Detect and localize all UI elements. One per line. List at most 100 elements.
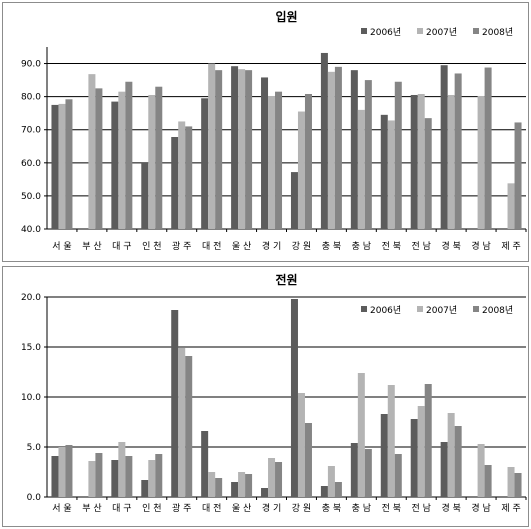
bar-충북-2007년: [327, 466, 335, 497]
bar-인천-2008년: [155, 86, 163, 229]
x-tick-label: 경 북: [441, 240, 460, 252]
x-tick-label: 울 산: [232, 503, 251, 514]
bar-부산-2007년: [88, 461, 96, 497]
x-tick-label: 인 천: [142, 241, 161, 252]
bar-부산-2008년: [95, 88, 103, 229]
bar-서울-2007년: [58, 447, 66, 497]
chart-panel-transfer: 전원 0.0 5.0 10.0 15.0 20.0 서 울 부 산 대 구 인 천 광 주 대 전 울 …: [2, 266, 529, 527]
x-tick-label: 대 구: [112, 503, 131, 514]
y-tick-label: 50.0: [21, 192, 41, 202]
y-tick-label: 60.0: [21, 159, 41, 169]
legend-label: 2008년: [482, 27, 513, 38]
bar-경북-2007년: [447, 413, 455, 497]
bar-경북-2008년: [454, 426, 462, 497]
y-tick-label: 90.0: [21, 60, 41, 70]
bar-대전-2008년: [215, 478, 223, 497]
bar-전북-2007년: [387, 120, 395, 229]
bar-전남-2006년: [410, 94, 418, 230]
bar-전남-2008년: [424, 118, 432, 229]
bar-대전-2006년: [201, 431, 209, 497]
x-tick-label: 충 북: [322, 503, 341, 514]
bar-광주-2008년: [185, 126, 193, 229]
bar-대구-2008년: [125, 456, 133, 497]
x-tick-label: 광 주: [172, 240, 191, 252]
x-tick-label: 제 주: [501, 503, 520, 514]
bar-대전-2007년: [208, 63, 216, 229]
bar-충남-2007년: [357, 373, 365, 497]
bar-강원-2007년: [297, 393, 305, 497]
bar-제주-2007년: [507, 467, 515, 497]
x-tick-label: 울 산: [232, 241, 251, 252]
bar-강원-2006년: [290, 299, 298, 497]
bar-광주-2006년: [171, 137, 179, 229]
bar-경북-2006년: [440, 65, 448, 229]
bar-광주-2007년: [178, 121, 186, 229]
x-tick-label: 대 구: [112, 241, 131, 252]
y-tick-label: 80.0: [21, 93, 41, 103]
bar-경기-2008년: [275, 462, 283, 497]
x-tick-label: 전 북: [382, 241, 401, 252]
bar-대구-2006년: [111, 460, 119, 497]
bar-강원-2006년: [290, 172, 298, 229]
bar-경남-2008년: [484, 67, 492, 230]
y-tick-label: 20.0: [21, 293, 41, 303]
bar-인천-2006년: [141, 162, 149, 229]
bar-전남-2007년: [417, 93, 425, 229]
bar-대전-2008년: [215, 70, 223, 229]
x-tick-label: 충 남: [352, 241, 371, 252]
chart-inpatient: 입원 40.0 50.0 60.0 70.0 80.0 90.0 서 울 부 산 대 구 인 천 광 …: [21, 10, 527, 252]
bar-서울-2007년: [58, 103, 66, 229]
bar-전북-2008년: [394, 81, 402, 229]
bar-충북-2006년: [320, 52, 328, 230]
bar-전북-2007년: [387, 385, 395, 497]
legend-swatch: [417, 28, 423, 34]
bar-인천-2007년: [148, 460, 156, 497]
x-tick-label: 서 울: [52, 241, 71, 252]
bar-서울-2006년: [51, 104, 59, 229]
y-tick-label: 0.0: [27, 493, 42, 503]
bar-충남-2006년: [350, 70, 358, 229]
chart-transfer: 전원 0.0 5.0 10.0 15.0 20.0 서 울 부 산 대 구 인 천 광 주 대 전 울 …: [21, 272, 527, 514]
bar-인천-2006년: [141, 480, 149, 497]
bar-대구-2008년: [125, 81, 133, 229]
bar-울산-2008년: [245, 70, 253, 229]
x-tick-label: 광 주: [172, 502, 191, 514]
y-tick-label: 15.0: [21, 343, 41, 353]
bar-대전-2007년: [208, 472, 216, 497]
bar-경기-2007년: [268, 95, 276, 229]
legend-swatch: [361, 306, 367, 312]
x-tick-label: 인 천: [142, 503, 161, 514]
bar-부산-2008년: [95, 453, 103, 497]
x-tick-label: 전 북: [382, 503, 401, 514]
bar-울산-2007년: [238, 472, 246, 497]
bar-경북-2007년: [447, 94, 455, 230]
y-tick-label: 10.0: [21, 393, 41, 403]
bar-충남-2008년: [364, 80, 372, 229]
bar-충북-2008년: [334, 66, 342, 229]
chart-panel-inpatient: 입원 40.0 50.0 60.0 70.0 80.0 90.0 서 울 부 산 대 구 인 천 광 …: [2, 2, 529, 262]
bar-전남-2008년: [424, 384, 432, 497]
chart-title: 입원: [275, 10, 297, 24]
bar-서울-2008년: [65, 445, 73, 497]
bar-제주-2008년: [514, 122, 522, 229]
bar-강원-2008년: [304, 423, 312, 497]
bar-전북-2008년: [394, 454, 402, 497]
legend-label: 2008년: [482, 305, 513, 316]
bar-서울-2006년: [51, 456, 59, 497]
bar-광주-2007년: [178, 348, 186, 497]
bar-대구-2006년: [111, 101, 119, 229]
legend-swatch: [417, 306, 423, 312]
bar-강원-2008년: [304, 93, 312, 229]
x-tick-label: 경 기: [262, 240, 281, 252]
legend-label: 2007년: [426, 305, 457, 316]
bar-충남-2008년: [364, 449, 372, 497]
bar-강원-2007년: [297, 111, 305, 229]
x-tick-label: 대 전: [202, 503, 221, 514]
x-tick-label: 서 울: [52, 503, 71, 514]
x-tick-label: 경 남: [471, 240, 490, 252]
x-tick-label: 경 남: [471, 502, 490, 514]
bar-대구-2007년: [118, 442, 126, 497]
x-tick-label: 제 주: [501, 241, 520, 252]
legend-swatch: [361, 28, 367, 34]
y-tick-label: 40.0: [21, 225, 41, 235]
